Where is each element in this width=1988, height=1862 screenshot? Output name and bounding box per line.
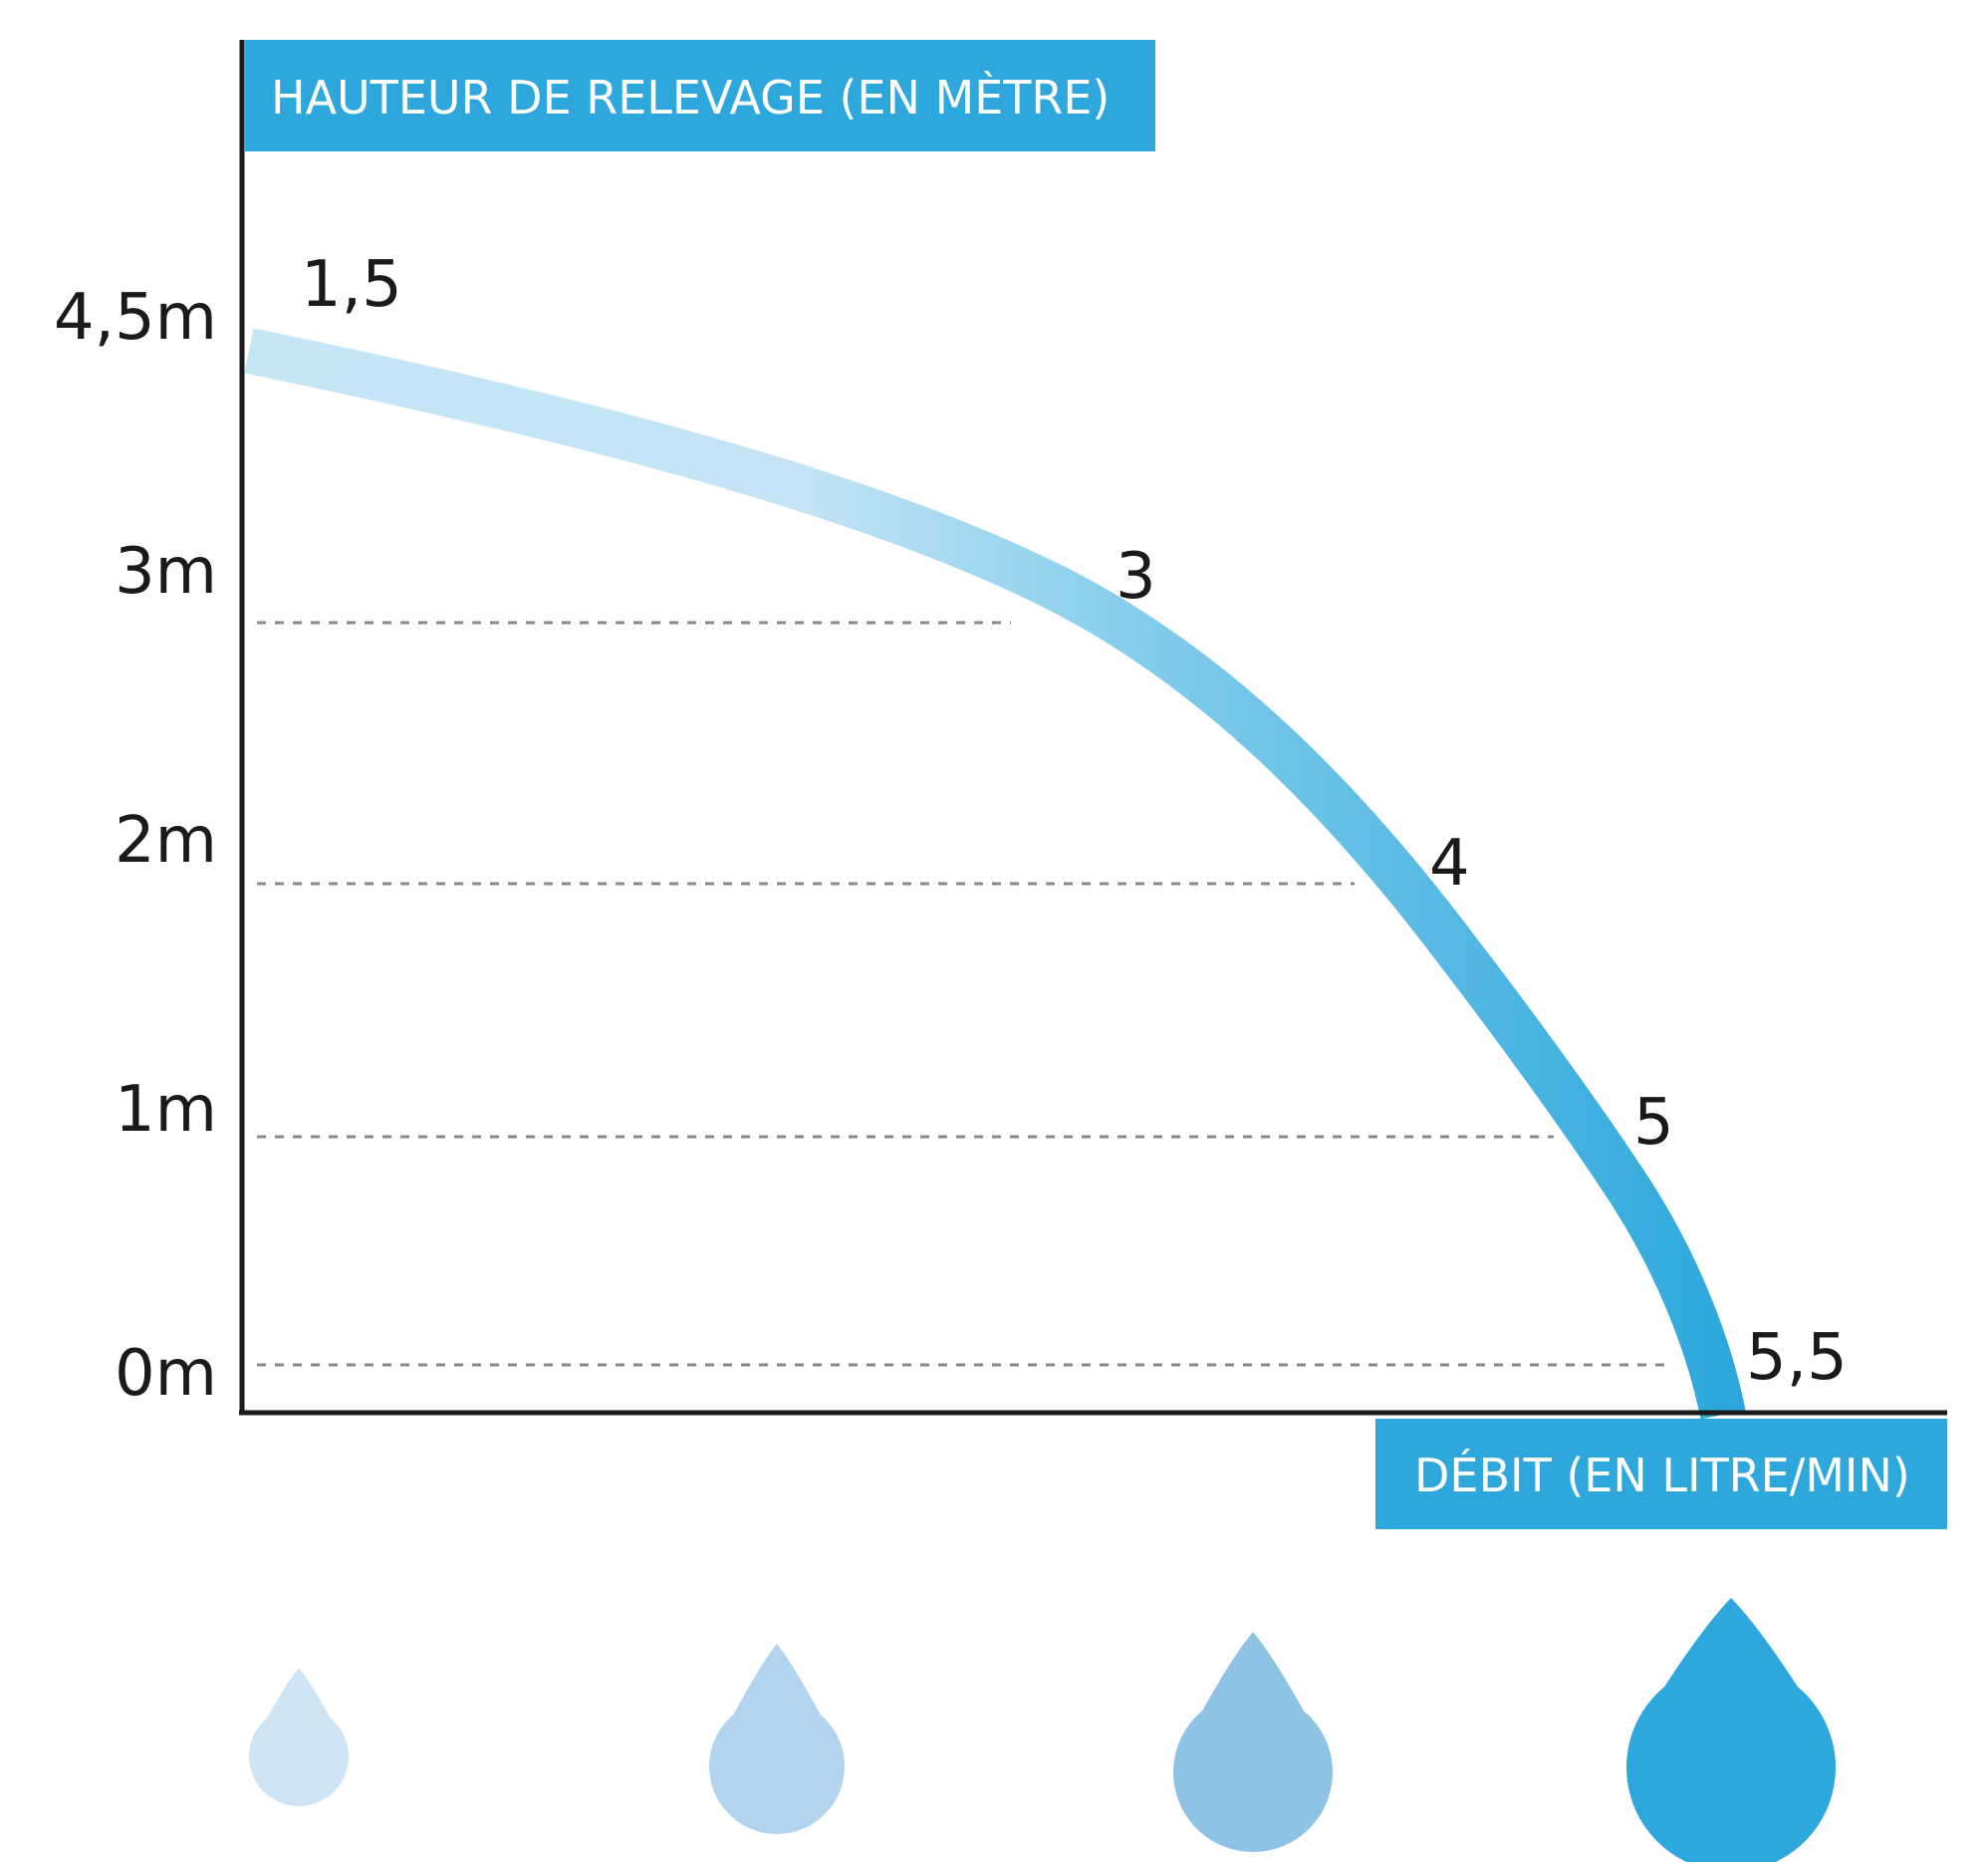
y-tick-label: 4,5m: [54, 281, 217, 355]
data-point-label: 4: [1429, 827, 1470, 901]
x-axis-title-background: [1375, 1419, 1947, 1529]
x-axis-title-text: DÉBIT (EN LITRE/MIN): [1414, 1449, 1910, 1502]
grid-lines: [257, 621, 1673, 1367]
data-point-label: 3: [1116, 540, 1156, 614]
data-point-label: 1,5: [301, 248, 402, 322]
water-drop-icon: [709, 1644, 845, 1835]
performance-curve: [244, 328, 1746, 1420]
water-drop-icon: [1626, 1598, 1836, 1862]
y-axis-title-background: [245, 40, 1155, 151]
y-tick-label: 3m: [115, 535, 217, 609]
y-axis-title-text: HAUTEUR DE RELEVAGE (EN MÈTRE): [271, 71, 1110, 125]
water-drop-icon: [1173, 1632, 1333, 1852]
water-drops: [249, 1598, 1836, 1862]
y-tick-label: 0m: [115, 1337, 217, 1411]
water-drop-icon: [249, 1668, 349, 1806]
y-tick-label: 1m: [115, 1073, 217, 1147]
y-tick-labels: 0m 1m 2m 3m 4,5m: [54, 281, 217, 1411]
data-point-label: 5,5: [1746, 1321, 1848, 1395]
y-tick-label: 2m: [115, 804, 217, 878]
data-point-label: 5: [1633, 1086, 1674, 1160]
y-axis-title: HAUTEUR DE RELEVAGE (EN MÈTRE): [245, 40, 1155, 151]
x-axis-title: DÉBIT (EN LITRE/MIN): [1375, 1419, 1947, 1529]
point-labels: 1,5 3 4 5 5,5: [301, 248, 1848, 1395]
